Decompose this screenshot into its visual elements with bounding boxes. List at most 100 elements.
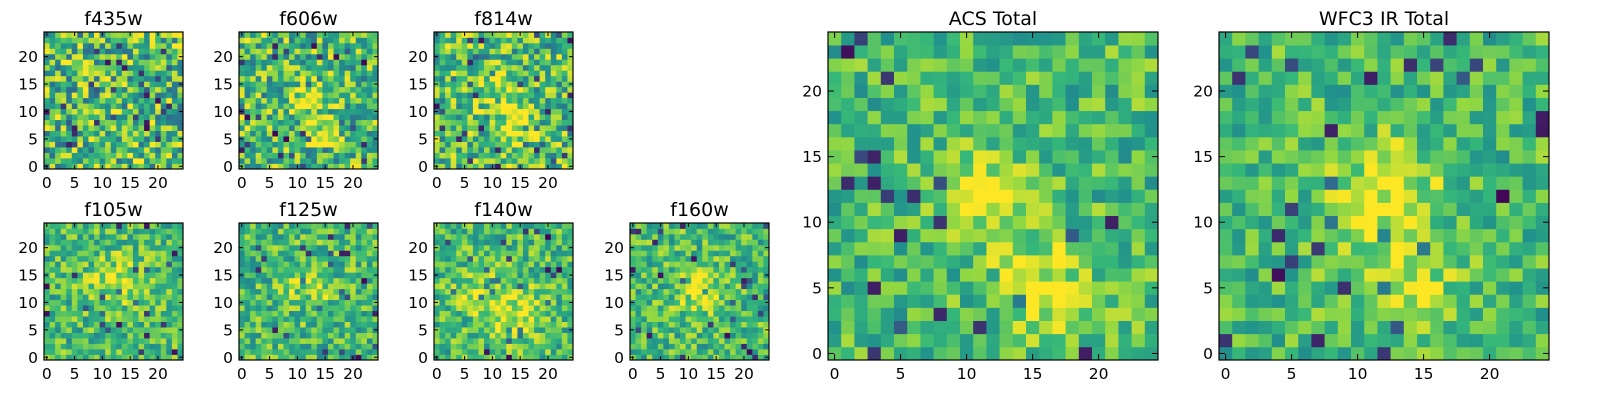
heatmap-cell	[144, 277, 150, 284]
heatmap-cell	[735, 332, 742, 339]
heatmap-cell	[99, 250, 106, 257]
heatmap-cell	[539, 255, 546, 262]
heatmap-cell	[735, 223, 742, 229]
heatmap-cell	[880, 241, 895, 256]
heatmap-cell	[707, 244, 714, 251]
heatmap-cell	[920, 215, 934, 230]
heatmap-cell	[160, 103, 167, 110]
heatmap-cell	[511, 114, 518, 121]
heatmap-cell	[730, 272, 736, 279]
heatmap-cell	[1144, 202, 1159, 217]
heatmap-cell	[333, 223, 340, 229]
heatmap-cell	[289, 130, 295, 137]
heatmap-cell	[305, 283, 312, 290]
heatmap-cell	[82, 233, 89, 240]
heatmap-cell	[316, 64, 323, 71]
heatmap-cell	[99, 255, 106, 262]
heatmap-cell	[668, 223, 675, 229]
heatmap-cell	[534, 70, 540, 77]
heatmap-cell	[511, 239, 518, 246]
heatmap-cell	[467, 316, 474, 322]
heatmap-cell	[746, 299, 753, 306]
heatmap-cell	[149, 42, 156, 49]
heatmap-cell	[763, 233, 770, 240]
heatmap-cell	[110, 283, 117, 290]
heatmap-cell	[506, 266, 513, 273]
heatmap-cell	[841, 255, 855, 269]
heatmap-cell	[333, 86, 340, 93]
heatmap-cell	[522, 136, 529, 142]
heatmap-cell	[311, 53, 318, 60]
heatmap-cell	[450, 108, 457, 115]
heatmap-cell	[138, 75, 145, 82]
heatmap-cell	[322, 53, 329, 60]
heatmap-cell	[94, 228, 100, 235]
heatmap-cell	[355, 103, 362, 110]
heatmap-cell	[322, 64, 329, 71]
heatmap-cell	[144, 86, 150, 93]
heatmap-cell	[289, 152, 295, 159]
heatmap-cell	[283, 321, 290, 328]
heatmap-cell	[467, 349, 474, 355]
heatmap-cell	[506, 70, 513, 77]
heatmap-cell	[707, 255, 714, 262]
heatmap-cell	[567, 158, 574, 164]
heatmap-cell	[283, 103, 290, 110]
heatmap-cell	[250, 327, 257, 333]
heatmap-cell	[456, 332, 463, 339]
heatmap-cell	[55, 288, 62, 295]
heatmap-cell	[138, 321, 145, 328]
heatmap-cell	[439, 136, 446, 142]
heatmap-cell	[718, 244, 725, 251]
heatmap-cell	[685, 239, 692, 246]
heatmap-cell	[300, 64, 307, 71]
heatmap-cell	[372, 125, 379, 131]
heatmap-cell	[534, 310, 540, 317]
heatmap-cell	[434, 288, 440, 295]
heatmap-cell	[339, 277, 345, 284]
heatmap-cell	[294, 327, 301, 333]
heatmap-cell	[630, 277, 636, 284]
heatmap-cell	[752, 223, 759, 229]
heatmap-cell	[718, 321, 725, 328]
heatmap-cell	[250, 332, 257, 339]
heatmap-cell	[439, 37, 446, 44]
heatmap-cell	[116, 158, 123, 164]
y-tick-label: 20	[18, 239, 38, 257]
heatmap-cell	[322, 103, 329, 110]
heatmap-cell	[986, 163, 1000, 177]
heatmap-cell	[828, 202, 842, 217]
heatmap-cell	[305, 48, 312, 55]
heatmap-cell	[495, 86, 502, 93]
heatmap-cell	[132, 119, 139, 126]
heatmap-cell	[250, 37, 257, 44]
heatmap-cell	[478, 294, 485, 301]
heatmap-cell	[500, 299, 507, 306]
heatmap-cell	[99, 244, 106, 251]
heatmap-cell	[121, 48, 128, 55]
heatmap-cell	[556, 294, 563, 301]
heatmap-cell	[517, 332, 524, 339]
y-tick-label: 5	[28, 321, 38, 339]
heatmap-cell	[713, 266, 720, 273]
heatmap-cell	[277, 239, 284, 246]
heatmap-cell	[730, 354, 736, 361]
heatmap-cell	[255, 250, 262, 257]
heatmap-cell	[1012, 189, 1027, 203]
heatmap-cell	[467, 354, 474, 361]
heatmap-cell	[327, 277, 334, 284]
heatmap-cell	[545, 81, 552, 88]
heatmap-cell	[434, 261, 440, 268]
heatmap-cell	[344, 103, 351, 110]
heatmap-cell	[907, 307, 921, 321]
heatmap-cell	[757, 272, 764, 279]
heatmap-cell	[500, 255, 507, 262]
heatmap-cell	[567, 119, 574, 126]
heatmap-cell	[366, 244, 373, 251]
heatmap-cell	[305, 228, 312, 235]
heatmap-cell	[445, 310, 452, 317]
heatmap-cell	[60, 310, 67, 317]
heatmap-cell	[1026, 294, 1040, 308]
heatmap-cell	[1118, 320, 1132, 335]
heatmap-cell	[1092, 202, 1106, 217]
